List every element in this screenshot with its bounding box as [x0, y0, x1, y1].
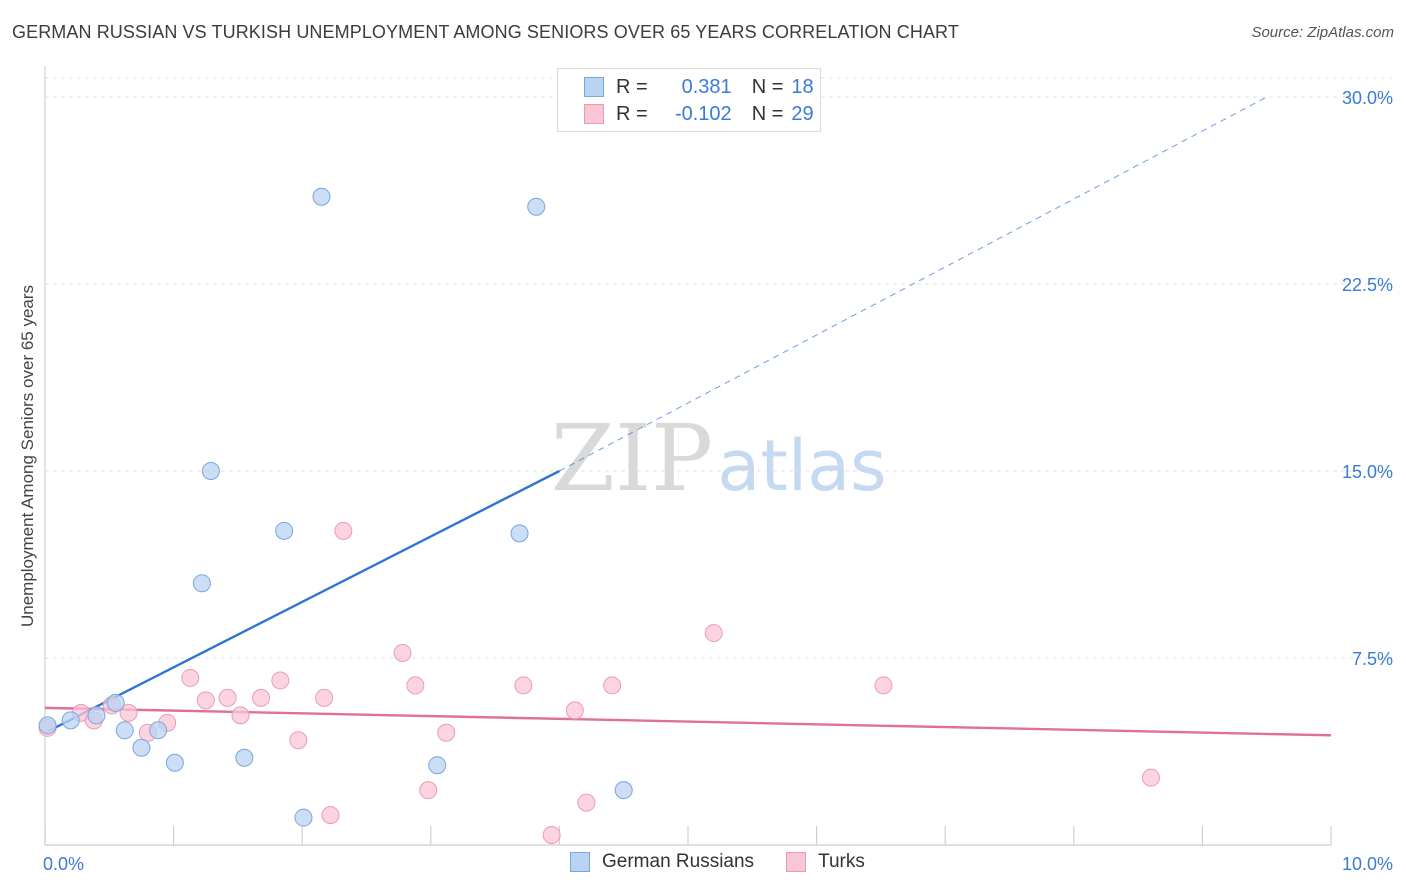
point-turks: [577, 793, 596, 812]
trend-line-turks: [44, 706, 1332, 737]
pink-swatch: [584, 104, 604, 124]
point-turks: [874, 676, 893, 695]
point-german-russians: [527, 197, 546, 216]
point-german-russians: [115, 721, 134, 740]
trend-line-german-russians: [44, 469, 560, 734]
point-german-russians: [312, 187, 331, 206]
point-turks: [334, 521, 353, 540]
point-turks: [406, 676, 425, 695]
r-label: R =: [616, 102, 648, 125]
point-german-russians: [275, 521, 294, 540]
point-turks: [565, 701, 584, 720]
source-label: Source: ZipAtlas.com: [1251, 24, 1394, 41]
point-turks: [419, 781, 438, 800]
legend-item-turks: Turks: [786, 851, 865, 873]
watermark-atlas: atlas: [717, 425, 886, 507]
point-turks: [315, 688, 334, 707]
correlation-legend: R = 0.381 N = 18 R = -0.102 N = 29: [557, 68, 821, 132]
point-turks: [218, 688, 237, 707]
chart-title: GERMAN RUSSIAN VS TURKISH UNEMPLOYMENT A…: [12, 22, 959, 42]
n-value: 29: [791, 102, 814, 125]
point-turks: [321, 806, 340, 825]
legend-label-turks: Turks: [818, 851, 865, 872]
blue-swatch: [584, 77, 604, 97]
point-german-russians: [614, 781, 633, 800]
point-german-russians: [149, 721, 168, 740]
point-german-russians: [192, 574, 211, 593]
point-turks: [514, 676, 533, 695]
point-german-russians: [61, 711, 80, 730]
point-turks: [271, 671, 290, 690]
x-tick-label-max: 10.0%: [1342, 854, 1393, 874]
y-tick-label: 15.0%: [1342, 462, 1393, 482]
point-turks: [704, 624, 723, 643]
y-tick-label: 7.5%: [1352, 649, 1393, 669]
point-turks: [289, 731, 308, 750]
n-value: 18: [791, 75, 814, 98]
point-german-russians: [428, 756, 447, 775]
point-turks: [181, 668, 200, 687]
point-german-russians: [294, 808, 313, 827]
point-turks: [231, 706, 250, 725]
trend-lines: [44, 96, 1332, 737]
legend-item-german-russians: German Russians: [570, 851, 754, 873]
point-turks: [252, 688, 271, 707]
axis-labels: 7.5% 15.0% 22.5% 30.0% 0.0% 10.0% Unemployment…: [18, 88, 1393, 874]
point-turks: [119, 703, 138, 722]
point-turks: [1141, 768, 1160, 787]
axes: [44, 66, 1332, 846]
watermark-zip: ZIP: [551, 405, 713, 512]
legend-row-turks: R = -0.102 N = 29: [584, 102, 814, 126]
point-german-russians: [201, 462, 220, 480]
series-legend: German Russians Turks: [570, 851, 897, 873]
n-label: N =: [751, 75, 784, 98]
point-german-russians: [106, 693, 125, 712]
point-german-russians: [510, 524, 529, 543]
x-tick-label-min: 0.0%: [43, 854, 84, 874]
r-label: R =: [616, 75, 648, 98]
blue-swatch: [570, 852, 590, 872]
y-axis-title: Unemployment Among Seniors over 65 years: [18, 285, 37, 627]
legend-row-german-russians: R = 0.381 N = 18: [584, 75, 814, 99]
point-turks: [196, 691, 215, 710]
point-german-russians: [235, 748, 254, 767]
point-turks: [603, 676, 622, 695]
point-german-russians: [87, 706, 106, 725]
point-german-russians: [38, 716, 57, 735]
y-tick-label: 22.5%: [1342, 275, 1393, 295]
r-value: -0.102: [674, 102, 732, 125]
n-label: N =: [751, 102, 784, 125]
y-tick-label: 30.0%: [1342, 88, 1393, 108]
legend-label-german-russians: German Russians: [602, 851, 755, 872]
point-turks: [437, 723, 456, 742]
point-turks: [542, 826, 561, 845]
point-german-russians: [132, 738, 151, 757]
point-turks: [393, 644, 412, 663]
gridlines: [45, 77, 1392, 659]
watermark: ZIP atlas: [551, 405, 887, 512]
trend-line-german-russians-extrapolated: [559, 96, 1267, 472]
point-german-russians: [165, 753, 184, 772]
r-value: 0.381: [681, 75, 732, 98]
data-points: [38, 187, 1160, 845]
pink-swatch: [786, 852, 807, 872]
